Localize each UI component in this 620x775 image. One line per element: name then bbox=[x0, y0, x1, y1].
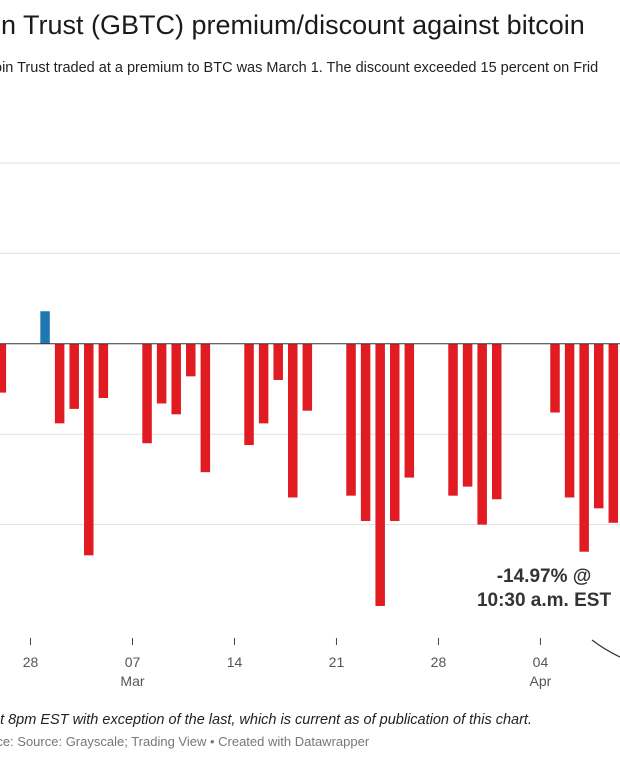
bar bbox=[564, 343, 575, 498]
x-tick-label: 28 bbox=[431, 654, 447, 670]
bar bbox=[244, 343, 254, 446]
bars bbox=[0, 311, 619, 606]
bar bbox=[273, 343, 283, 380]
bar bbox=[448, 343, 458, 496]
annotation-text: 10:30 a.m. EST bbox=[477, 590, 612, 611]
bar bbox=[462, 343, 473, 487]
gridlines bbox=[0, 162, 620, 526]
chart-title: oin Trust (GBTC) premium/discount agains… bbox=[0, 10, 585, 40]
bar bbox=[258, 343, 269, 424]
bar bbox=[156, 343, 167, 404]
bar bbox=[608, 343, 619, 523]
bar bbox=[54, 343, 65, 424]
bar bbox=[477, 343, 487, 525]
bar bbox=[288, 343, 298, 498]
x-tick-sublabel: Apr bbox=[530, 673, 552, 689]
bar bbox=[171, 343, 181, 415]
bar bbox=[491, 343, 502, 500]
bar bbox=[98, 343, 109, 399]
bar bbox=[84, 343, 94, 556]
bar bbox=[346, 343, 356, 496]
annotation-arrow bbox=[591, 639, 620, 658]
chart-subtitle: oin Trust traded at a premium to BTC was… bbox=[0, 60, 599, 76]
bar bbox=[40, 311, 50, 344]
bar bbox=[375, 343, 385, 606]
x-axis: 28 07 Mar 14 21 28 04 Apr bbox=[23, 638, 552, 689]
annotation: -14.97% @ 10:30 a.m. EST bbox=[477, 566, 620, 658]
bar bbox=[550, 343, 560, 413]
bar bbox=[142, 343, 152, 444]
annotation-text: -14.97% @ bbox=[497, 566, 592, 587]
x-tick-label: 07 bbox=[125, 654, 141, 670]
bar bbox=[186, 343, 196, 377]
bar bbox=[69, 343, 79, 409]
x-tick-label: 28 bbox=[23, 654, 39, 670]
bar bbox=[302, 343, 313, 411]
chart-source: rce: Source: Grayscale; Trading View • C… bbox=[0, 734, 370, 749]
x-tick-label: 21 bbox=[329, 654, 345, 670]
bar bbox=[404, 343, 415, 478]
bar bbox=[390, 343, 400, 521]
x-tick-label: 14 bbox=[227, 654, 243, 670]
bar bbox=[360, 343, 371, 521]
x-tick-sublabel: Mar bbox=[120, 673, 144, 689]
bar bbox=[593, 343, 604, 509]
bar bbox=[579, 343, 589, 552]
bar bbox=[0, 343, 7, 393]
x-tick-label: 04 bbox=[533, 654, 549, 670]
chart-note: at 8pm EST with exception of the last, w… bbox=[0, 712, 532, 728]
bar bbox=[200, 343, 211, 473]
